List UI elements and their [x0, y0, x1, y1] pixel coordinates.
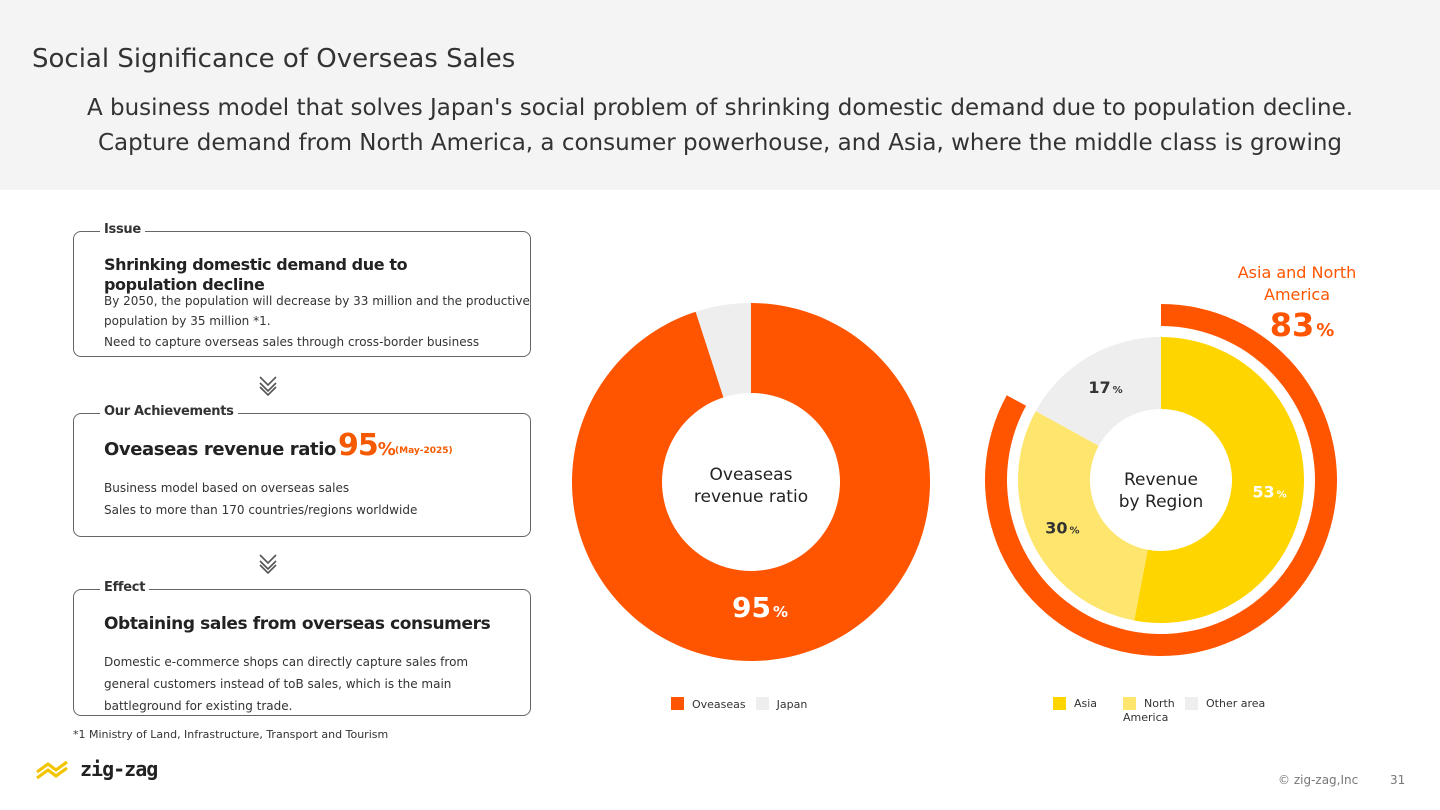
- center-label-line-2: by Region: [1119, 492, 1203, 512]
- highlight-label-line-2: America: [1264, 285, 1330, 304]
- slice-oveaseas: [572, 303, 930, 661]
- center-label-line-1: Oveaseas: [710, 465, 793, 485]
- logo-text: zig-zag: [80, 757, 158, 781]
- slice-other-area: [1035, 337, 1161, 446]
- center-label-line-1: Revenue: [1124, 470, 1198, 490]
- effect-heading: Obtaining sales from overseas consumers: [104, 614, 491, 634]
- header-band: [0, 0, 1440, 190]
- page-number: 31: [1390, 773, 1406, 787]
- legend-item-other-area: Other area: [1185, 697, 1265, 711]
- legend-item-japan: Japan: [755, 697, 807, 711]
- achievements-label: Our Achievements: [100, 404, 238, 419]
- footnote: *1 Ministry of Land, Infrastructure, Tra…: [73, 728, 389, 741]
- highlight-label-line-1: Asia and North: [1238, 263, 1357, 282]
- chevron-down-icon: [259, 376, 277, 396]
- subtitle-line-1: A business model that solves Japan's soc…: [86, 95, 1354, 121]
- data-label-asia: 53%: [1252, 482, 1286, 501]
- page-title: Social Significance of Overseas Sales: [32, 44, 516, 74]
- legend-item-oveaseas: Oveaseas: [671, 697, 746, 711]
- issue-label: Issue: [100, 222, 145, 237]
- achievements-text-2: Sales to more than 170 countries/regions…: [104, 503, 418, 517]
- center-label-line-2: revenue ratio: [694, 487, 808, 507]
- issue-box: Issue Shrinking domestic demand due to p…: [73, 222, 531, 357]
- overseas-ratio-value: 95%: [338, 428, 396, 463]
- overseas-ratio-date-note: (May-2025): [395, 446, 453, 456]
- effect-text-3: battleground for existing trade.: [104, 699, 293, 713]
- effect-text-1: Domestic e-commerce shops can directly c…: [104, 655, 469, 669]
- legend-item-asia: Asia: [1053, 697, 1097, 711]
- effect-text-2: general customers instead of toB sales, …: [104, 677, 452, 691]
- effect-box: Effect Obtaining sales from overseas con…: [73, 580, 531, 716]
- highlight-value: 83%: [1270, 306, 1335, 344]
- data-label-north-america: 30%: [1045, 518, 1079, 537]
- legend-overseas-ratio: Oveaseas Japan: [671, 697, 817, 711]
- zig-zag-logo-icon: [36, 760, 68, 780]
- data-label-oveaseas: 95%: [732, 591, 788, 624]
- issue-text-2: population by 35 million *1.: [104, 314, 271, 328]
- achievements-box: Our Achievements Oveaseas revenue ratio …: [73, 404, 531, 537]
- issue-text-3: Need to capture overseas sales through c…: [104, 335, 480, 349]
- effect-label: Effect: [100, 580, 150, 595]
- slice-asia: [1134, 337, 1304, 623]
- chevron-down-icon: [259, 554, 277, 574]
- subtitle-line-2: Capture demand from North America, a con…: [97, 130, 1343, 156]
- copyright: © zig-zag,Inc: [1278, 773, 1359, 787]
- slice-japan: [695, 303, 751, 398]
- data-label-other-area: 17%: [1088, 378, 1122, 397]
- achievements-text-1: Business model based on overseas sales: [104, 481, 350, 495]
- legend-item-north-america: North America: [1123, 697, 1175, 724]
- issue-text-1: By 2050, the population will decrease by…: [104, 294, 530, 308]
- issue-heading: Shrinking domestic demand due to populat…: [104, 255, 408, 294]
- achievements-heading: Oveaseas revenue ratio: [104, 439, 336, 460]
- slice-north-america: [1017, 411, 1148, 621]
